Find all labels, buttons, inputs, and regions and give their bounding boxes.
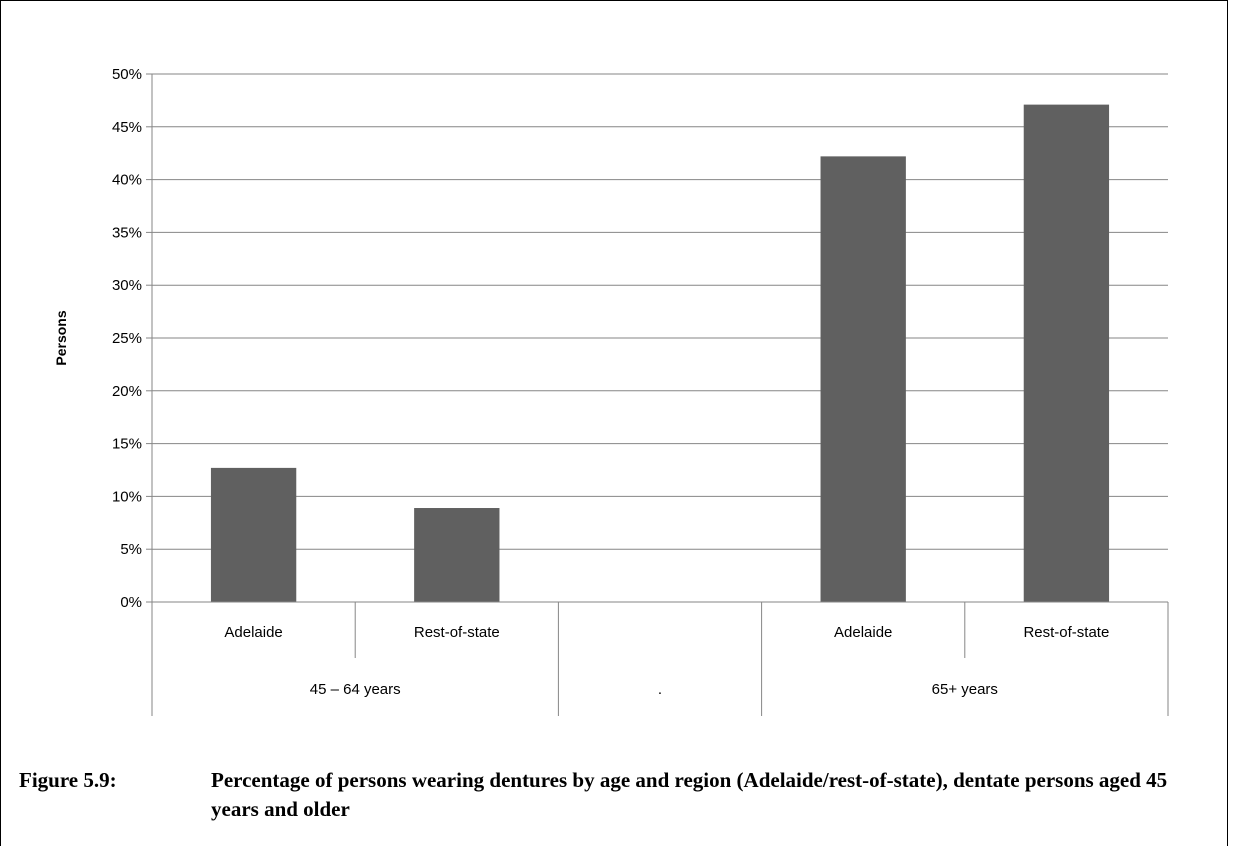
x-group-label: 65+ years [932,681,998,698]
y-tick-label: 5% [120,541,142,558]
bar [820,156,906,603]
y-tick-label: 25% [112,330,142,347]
y-tick-label: 40% [112,172,142,189]
y-tick-label: 10% [112,488,142,505]
bar [1023,104,1110,603]
x-category-labels: Adelaide Rest-of-state Adelaide Rest-of-sta… [224,624,1109,698]
x-category-label: Adelaide [224,624,282,641]
x-category-label: Adelaide [834,624,892,641]
y-tick-label: 0% [120,594,142,611]
y-tick-labels: 0% 5% 10% 15% 20% 25% 30% 35% 40% 45% 50% [112,66,142,611]
y-axis-title: Persons [53,310,69,365]
x-group-label: 45 – 64 years [310,681,401,698]
bar [414,508,500,602]
y-tick-label: 50% [112,66,142,83]
y-tick-label: 35% [112,224,142,241]
x-category-label: Rest-of-state [1023,624,1109,641]
caption-text: Percentage of persons wearing dentures b… [211,768,1168,821]
bar-chart: 0% 5% 10% 15% 20% 25% 30% 35% 40% 45% 50% Adelaide… [53,66,1169,716]
caption-number: Figure 5.9: [19,768,117,792]
bars [210,104,1110,603]
y-tick-label: 20% [112,383,142,400]
y-tick-label: 30% [112,277,142,294]
bar [210,467,297,602]
y-tick-label: 45% [112,119,142,136]
x-group-label: . [658,681,662,698]
x-category-label: Rest-of-state [414,624,500,641]
y-tick-label: 15% [112,436,142,453]
gridlines [146,73,1168,603]
axes [151,74,1169,716]
